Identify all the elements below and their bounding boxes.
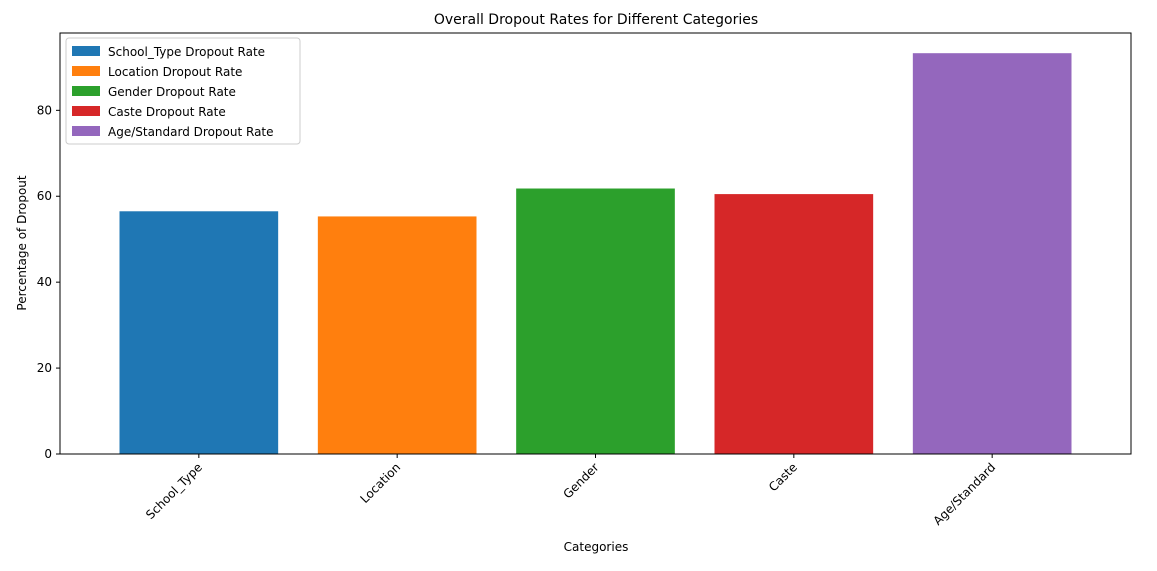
plot-area-frame [59, 32, 1132, 455]
legend-swatch-gender [72, 86, 100, 96]
bar-gender [516, 188, 675, 454]
bar-caste [714, 194, 874, 455]
y-axis-ticks: 0 20 40 60 80 [37, 103, 60, 461]
bar-school-type [119, 211, 279, 454]
bar-location [317, 216, 477, 454]
x-axis-label: Categories [564, 540, 629, 554]
chart-title: Overall Dropout Rates for Different Cate… [434, 12, 758, 28]
legend: School_Type Dropout Rate Location Dropout… [65, 37, 301, 145]
legend-box [65, 37, 301, 145]
y-axis-label: Percentage of Dropout [15, 175, 29, 311]
legend-entry-location: Location Dropout Rate [108, 65, 242, 79]
legend-entry-age-standard: Age/Standard Dropout Rate [108, 125, 274, 139]
y-tick-label: 60 [37, 189, 52, 203]
legend-swatch-school-type [72, 46, 100, 56]
y-tick-label: 40 [37, 275, 52, 289]
bars-group [119, 53, 1072, 455]
y-tick-label: 0 [44, 447, 52, 461]
legend-swatch-caste [72, 106, 100, 116]
y-tick-label: 20 [37, 361, 52, 375]
legend-entry-school-type: School_Type Dropout Rate [108, 45, 265, 59]
y-tick-label: 80 [37, 103, 52, 117]
legend-entry-gender: Gender Dropout Rate [108, 85, 236, 99]
legend-swatch-age-standard [72, 126, 100, 136]
legend-entry-caste: Caste Dropout Rate [108, 105, 226, 119]
legend-swatch-location [72, 66, 100, 76]
bar-age-standard [912, 53, 1072, 454]
